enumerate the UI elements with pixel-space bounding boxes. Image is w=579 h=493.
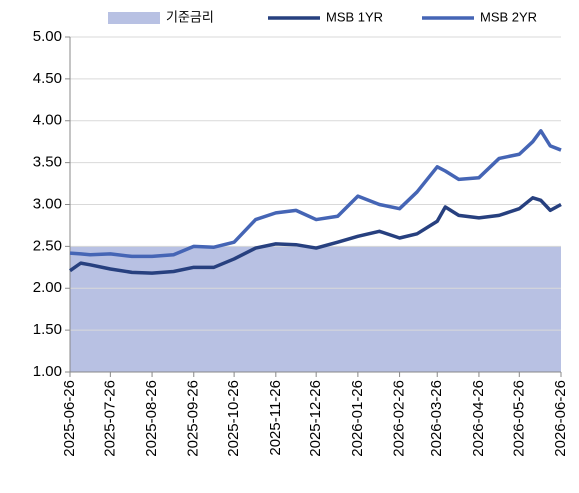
line bbox=[69, 129, 562, 259]
y-tick-label: 1.50 bbox=[33, 321, 62, 338]
x-tick-label: 2025-08-26 bbox=[143, 380, 160, 457]
x-tick-label: 2025-11-26 bbox=[267, 380, 284, 456]
line bbox=[68, 196, 562, 275]
x-tick-label: 2026-02-26 bbox=[391, 380, 408, 457]
x-tick-label: 2025-07-26 bbox=[101, 380, 118, 457]
x-tick-label: 2026-04-26 bbox=[470, 380, 487, 457]
y-tick-label: 2.50 bbox=[33, 237, 62, 254]
y-tick-label: 4.00 bbox=[33, 112, 62, 129]
y-tick-label: 2.00 bbox=[33, 279, 62, 296]
legend-label: 기준금리 bbox=[166, 9, 214, 24]
y-tick-label: 3.00 bbox=[33, 195, 62, 212]
y-tick-label: 3.50 bbox=[33, 154, 62, 171]
legend-label: MSB 2YR bbox=[480, 9, 537, 24]
legend-swatch bbox=[108, 12, 160, 24]
x-tick-label: 2025-12-26 bbox=[307, 380, 324, 457]
x-tick-label: 2026-03-26 bbox=[428, 380, 445, 457]
area bbox=[70, 246, 561, 372]
x-tick-label: 2025-10-26 bbox=[225, 380, 242, 457]
y-tick-label: 5.00 bbox=[33, 28, 62, 45]
legend-label: MSB 1YR bbox=[326, 9, 383, 24]
y-tick-label: 1.00 bbox=[33, 363, 62, 380]
x-tick-label: 2025-09-26 bbox=[185, 380, 202, 457]
y-tick-label: 4.50 bbox=[33, 70, 62, 87]
x-tick-label: 2026-05-26 bbox=[510, 380, 527, 457]
x-tick-label: 2026-01-26 bbox=[349, 380, 366, 457]
x-tick-label: 2025-06-26 bbox=[61, 380, 78, 457]
x-tick-label: 2026-06-26 bbox=[552, 380, 569, 457]
